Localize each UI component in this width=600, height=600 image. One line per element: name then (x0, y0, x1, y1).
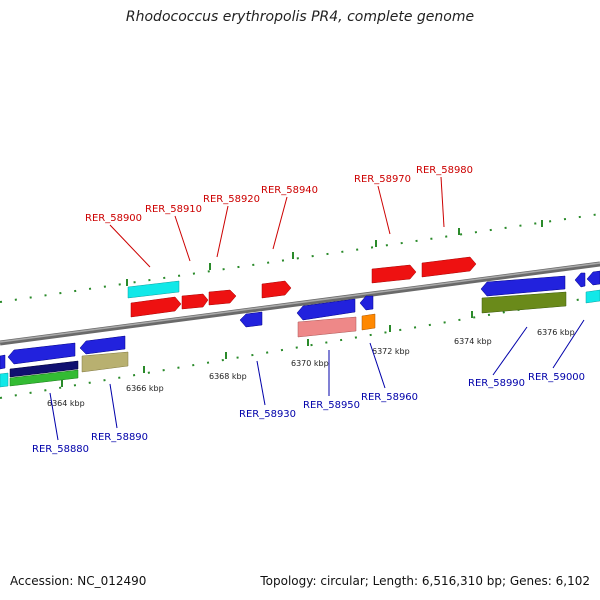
scale-label: 6366 kbp (126, 384, 164, 393)
gene-feature-reverse[interactable] (79, 335, 126, 355)
gene-label-reverse[interactable]: RER_58880 (32, 444, 89, 455)
gene-feature-forward[interactable] (261, 280, 292, 299)
gene-label-forward[interactable]: RER_58980 (416, 165, 473, 176)
callout-line (369, 342, 386, 389)
scale-label: 6368 kbp (209, 372, 247, 381)
scale-label: 6364 kbp (47, 399, 85, 408)
genome-backbone-highlight (0, 262, 600, 343)
reverse-gene-features (0, 270, 600, 388)
gene-feature-khaki[interactable] (81, 351, 129, 373)
gene-label-forward[interactable]: RER_58900 (85, 213, 142, 224)
gene-feature-reverse[interactable] (296, 298, 356, 321)
gene-feature-cyan[interactable] (127, 280, 180, 299)
map-title: Rhodococcus erythropolis PR4, complete g… (125, 9, 475, 25)
gene-feature-reverse[interactable] (586, 270, 600, 286)
reverse-gene-callouts (49, 319, 585, 441)
scale-label: 6372 kbp (372, 347, 410, 356)
genome-backbone (0, 261, 600, 346)
gene-feature-forward[interactable] (421, 256, 477, 278)
accession-label: Accession: NC_012490 (10, 574, 147, 588)
callout-line (109, 224, 151, 268)
callout-line (272, 196, 288, 250)
gene-feature-orange[interactable] (361, 313, 376, 331)
gene-feature-reverse[interactable] (359, 295, 374, 311)
callout-line (109, 383, 118, 429)
callout-line (492, 326, 528, 376)
scale-label: 6374 kbp (454, 337, 492, 346)
gene-label-forward[interactable]: RER_58970 (354, 174, 411, 185)
gene-feature-pink[interactable] (297, 316, 357, 338)
forward-gene-features (127, 256, 600, 318)
gene-feature-cyan[interactable] (585, 289, 600, 304)
genome-summary: Topology: circular; Length: 6,516,310 bp… (260, 574, 590, 588)
gene-feature-green[interactable] (9, 369, 79, 387)
forward-gene-labels: RER_58900 RER_58910 RER_58920 RER_58940 … (85, 165, 473, 224)
reverse-gene-labels: RER_58880 RER_58890 RER_58930 RER_58950 … (32, 372, 585, 455)
gene-label-forward[interactable]: RER_58910 (145, 204, 202, 215)
callout-line (377, 185, 391, 235)
gene-feature-forward[interactable] (181, 293, 209, 310)
callout-line (440, 176, 445, 228)
gene-label-reverse[interactable]: RER_58890 (91, 432, 148, 443)
callout-line (552, 319, 585, 369)
callout-line (49, 392, 59, 441)
scale-labels: 6364 kbp 6366 kbp 6368 kbp 6370 kbp 6372… (47, 328, 575, 408)
gene-label-reverse[interactable]: RER_58960 (361, 392, 418, 403)
scale-label: 6376 kbp (537, 328, 575, 337)
gene-feature-reverse[interactable] (480, 275, 566, 297)
forward-gene-callouts (109, 176, 445, 268)
gene-feature-forward[interactable] (208, 289, 237, 306)
gene-label-reverse[interactable]: RER_58990 (468, 378, 525, 389)
gene-label-reverse[interactable]: RER_58950 (303, 400, 360, 411)
callout-line (174, 215, 191, 262)
gene-label-reverse[interactable]: RER_58930 (239, 409, 296, 420)
gene-feature-reverse[interactable] (239, 311, 263, 328)
gene-label-forward[interactable]: RER_58920 (203, 194, 260, 205)
gene-feature-cyan[interactable] (0, 372, 9, 388)
gene-feature-forward[interactable] (130, 296, 182, 318)
gene-feature-olive[interactable] (481, 291, 567, 314)
gene-feature-reverse[interactable] (574, 272, 586, 288)
gene-feature-reverse[interactable] (0, 354, 6, 370)
gene-feature-forward[interactable] (371, 264, 417, 284)
gene-label-reverse[interactable]: RER_59000 (528, 372, 585, 383)
forward-major-ticks (126, 220, 543, 286)
callout-line (256, 360, 266, 406)
callout-line (216, 205, 229, 258)
gene-feature-navy[interactable] (9, 360, 79, 378)
scale-label: 6370 kbp (291, 359, 329, 368)
gene-label-forward[interactable]: RER_58940 (261, 185, 318, 196)
gene-feature-reverse[interactable] (7, 342, 76, 365)
